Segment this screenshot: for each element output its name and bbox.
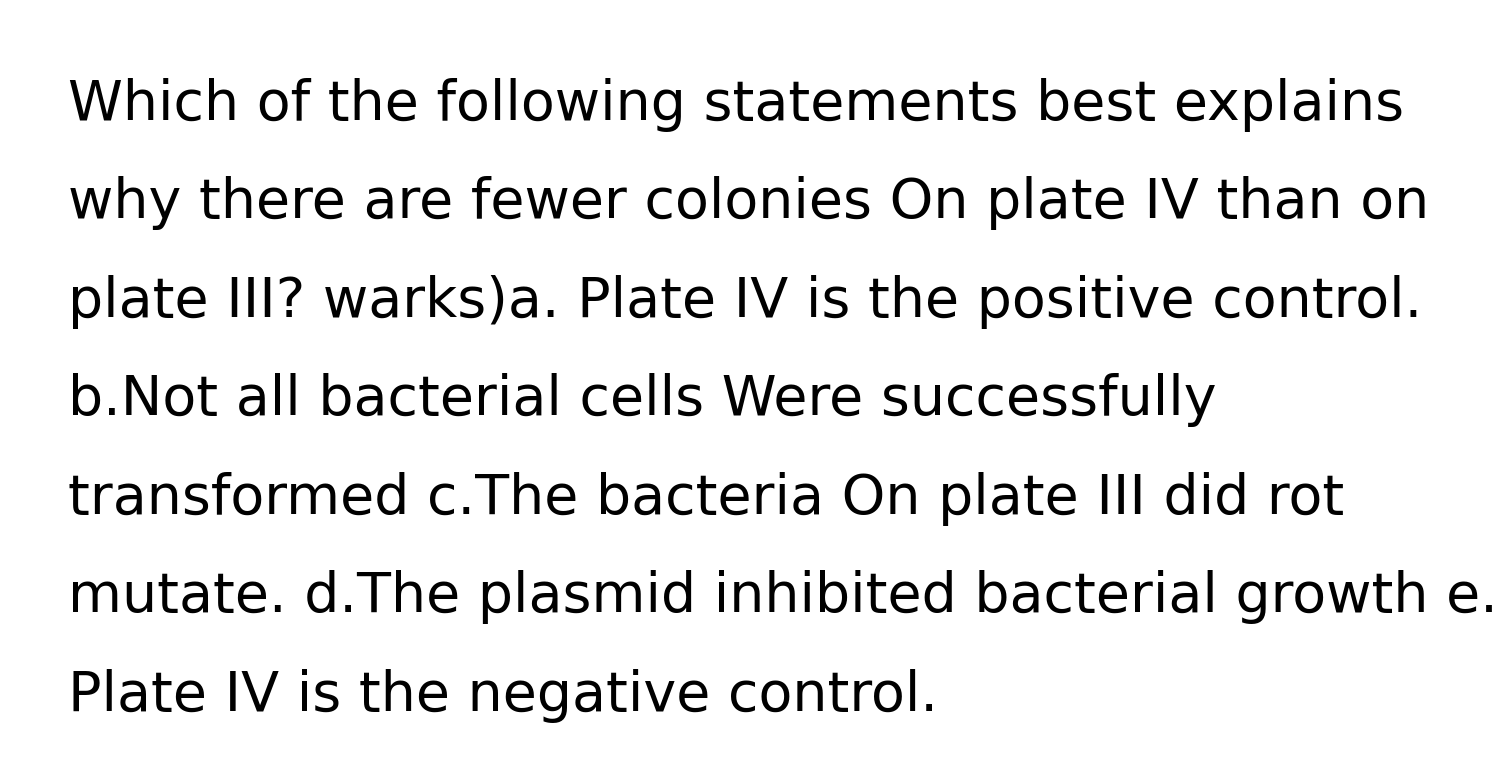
Text: plate III? warks)a. Plate IV is the positive control.: plate III? warks)a. Plate IV is the posi… — [68, 275, 1422, 329]
Text: Plate IV is the negative control.: Plate IV is the negative control. — [68, 669, 937, 723]
Text: why there are fewer colonies On plate IV than on: why there are fewer colonies On plate IV… — [68, 176, 1428, 230]
Text: b.Not all bacterial cells Were successfully: b.Not all bacterial cells Were successfu… — [68, 373, 1216, 428]
Text: Which of the following statements best explains: Which of the following statements best e… — [68, 78, 1404, 132]
Text: mutate. d.The plasmid inhibited bacterial growth e.: mutate. d.The plasmid inhibited bacteria… — [68, 570, 1497, 625]
Text: transformed c.The bacteria On plate III did rot: transformed c.The bacteria On plate III … — [68, 472, 1344, 526]
